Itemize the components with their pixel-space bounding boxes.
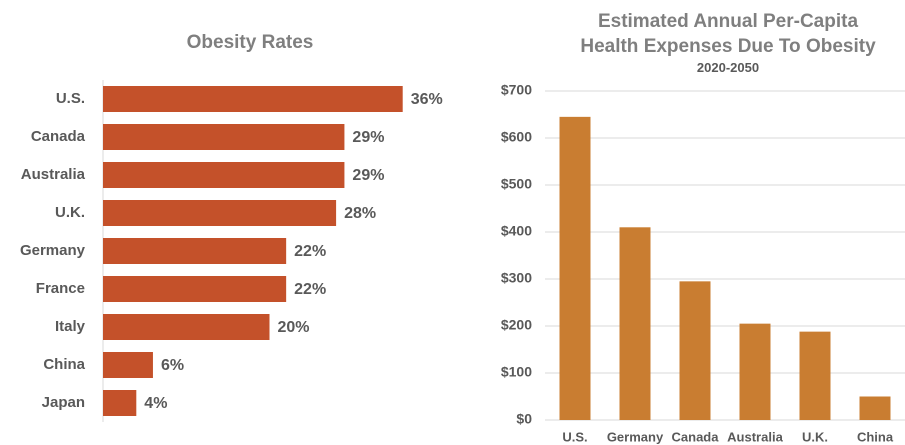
y-tick-label: $400: [501, 223, 532, 239]
y-tick-label: $300: [501, 270, 532, 286]
x-tick-label: U.S.: [562, 429, 587, 444]
y-tick-label: Australia: [21, 166, 86, 183]
bar: [739, 323, 771, 420]
bar: [619, 227, 651, 420]
data-label: 28%: [344, 205, 376, 222]
bar: [679, 281, 711, 420]
data-label: 36%: [411, 91, 443, 108]
x-tick-label: Australia: [727, 429, 783, 444]
y-tick-label: $100: [501, 364, 532, 380]
data-label: 29%: [352, 129, 384, 146]
y-tick-label: France: [36, 280, 85, 297]
y-tick-label: Canada: [31, 128, 86, 145]
bar: [103, 276, 287, 302]
y-tick-label: U.K.: [55, 204, 85, 221]
data-label: 22%: [294, 243, 326, 260]
y-tick-label: Italy: [55, 318, 86, 335]
data-label: 4%: [144, 395, 167, 412]
bar: [103, 352, 153, 378]
bar: [103, 86, 403, 112]
y-tick-label: $0: [516, 411, 532, 427]
chart-title: Estimated Annual Per-Capita Health Expen…: [580, 11, 876, 57]
y-tick-label: $200: [501, 317, 532, 333]
y-tick-label: $600: [501, 129, 532, 145]
bar: [859, 396, 891, 420]
x-tick-label: Germany: [607, 429, 664, 444]
bar: [103, 124, 345, 150]
y-tick-label: Germany: [20, 242, 86, 259]
y-tick-label: U.S.: [56, 90, 85, 107]
x-tick-label: China: [857, 429, 894, 444]
chart-title: Obesity Rates: [186, 32, 314, 53]
chart-subtitle: 2020-2050: [696, 60, 760, 75]
y-tick-label: China: [43, 356, 85, 373]
bar: [103, 314, 270, 340]
y-tick-label: Japan: [42, 394, 85, 411]
data-label: 6%: [161, 357, 184, 374]
bar: [799, 331, 831, 420]
data-label: 20%: [278, 319, 310, 336]
bar: [103, 390, 137, 416]
bar: [103, 162, 345, 188]
y-tick-label: $500: [501, 176, 532, 192]
data-label: 22%: [294, 281, 326, 298]
x-tick-label: Canada: [672, 429, 720, 444]
x-tick-label: U.K.: [802, 429, 828, 444]
bar: [559, 116, 591, 420]
bar: [103, 238, 287, 264]
y-tick-label: $700: [501, 82, 532, 98]
data-label: 29%: [352, 167, 384, 184]
bar: [103, 200, 337, 226]
